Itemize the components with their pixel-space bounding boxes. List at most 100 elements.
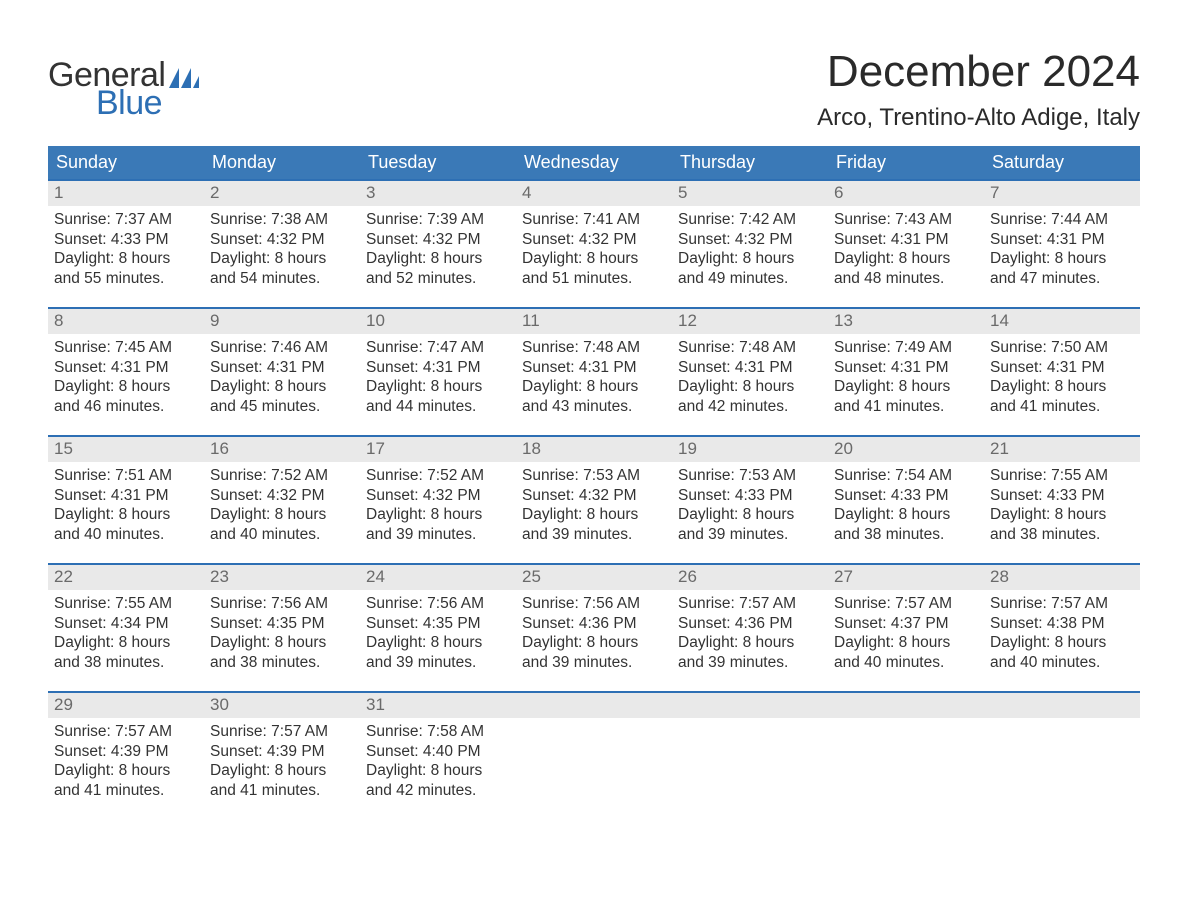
daylight-line1: Daylight: 8 hours bbox=[990, 377, 1134, 397]
calendar-day-cell: 12Sunrise: 7:48 AMSunset: 4:31 PMDayligh… bbox=[672, 308, 828, 436]
day-number: 15 bbox=[48, 437, 204, 461]
sunrise-text: Sunrise: 7:54 AM bbox=[834, 466, 978, 486]
day-details: Sunrise: 7:44 AMSunset: 4:31 PMDaylight:… bbox=[984, 206, 1140, 293]
sunrise-text: Sunrise: 7:56 AM bbox=[366, 594, 510, 614]
sunset-text: Sunset: 4:33 PM bbox=[54, 230, 198, 250]
daylight-line1: Daylight: 8 hours bbox=[990, 505, 1134, 525]
daylight-line1: Daylight: 8 hours bbox=[366, 377, 510, 397]
day-number: 31 bbox=[360, 693, 516, 717]
calendar-day-cell: 22Sunrise: 7:55 AMSunset: 4:34 PMDayligh… bbox=[48, 564, 204, 692]
daylight-line2: and 43 minutes. bbox=[522, 397, 666, 417]
daylight-line2: and 39 minutes. bbox=[522, 525, 666, 545]
sunset-text: Sunset: 4:32 PM bbox=[366, 230, 510, 250]
day-details: Sunrise: 7:38 AMSunset: 4:32 PMDaylight:… bbox=[204, 206, 360, 293]
day-number: 14 bbox=[984, 309, 1140, 333]
sunset-text: Sunset: 4:31 PM bbox=[678, 358, 822, 378]
daylight-line2: and 42 minutes. bbox=[678, 397, 822, 417]
calendar-day-cell: 24Sunrise: 7:56 AMSunset: 4:35 PMDayligh… bbox=[360, 564, 516, 692]
sunset-text: Sunset: 4:40 PM bbox=[366, 742, 510, 762]
calendar-day-cell: 26Sunrise: 7:57 AMSunset: 4:36 PMDayligh… bbox=[672, 564, 828, 692]
sunset-text: Sunset: 4:35 PM bbox=[210, 614, 354, 634]
day-number: 17 bbox=[360, 437, 516, 461]
calendar-day-cell: 13Sunrise: 7:49 AMSunset: 4:31 PMDayligh… bbox=[828, 308, 984, 436]
sunrise-text: Sunrise: 7:57 AM bbox=[990, 594, 1134, 614]
day-details: Sunrise: 7:42 AMSunset: 4:32 PMDaylight:… bbox=[672, 206, 828, 293]
sunrise-text: Sunrise: 7:55 AM bbox=[990, 466, 1134, 486]
sunrise-text: Sunrise: 7:58 AM bbox=[366, 722, 510, 742]
daylight-line2: and 49 minutes. bbox=[678, 269, 822, 289]
brand-word-blue: Blue bbox=[96, 86, 162, 120]
day-details: Sunrise: 7:52 AMSunset: 4:32 PMDaylight:… bbox=[204, 462, 360, 549]
calendar-day-cell bbox=[984, 692, 1140, 820]
calendar-table: Sunday Monday Tuesday Wednesday Thursday… bbox=[48, 146, 1140, 820]
daylight-line2: and 40 minutes. bbox=[990, 653, 1134, 673]
calendar-day-cell: 15Sunrise: 7:51 AMSunset: 4:31 PMDayligh… bbox=[48, 436, 204, 564]
sunset-text: Sunset: 4:32 PM bbox=[210, 486, 354, 506]
sunset-text: Sunset: 4:36 PM bbox=[678, 614, 822, 634]
day-details: Sunrise: 7:41 AMSunset: 4:32 PMDaylight:… bbox=[516, 206, 672, 293]
flag-icon bbox=[169, 68, 199, 88]
daylight-line2: and 38 minutes. bbox=[210, 653, 354, 673]
day-details: Sunrise: 7:57 AMSunset: 4:37 PMDaylight:… bbox=[828, 590, 984, 677]
calendar-body: 1Sunrise: 7:37 AMSunset: 4:33 PMDaylight… bbox=[48, 180, 1140, 820]
day-number: 20 bbox=[828, 437, 984, 461]
calendar-day-cell bbox=[516, 692, 672, 820]
daylight-line2: and 46 minutes. bbox=[54, 397, 198, 417]
day-details: Sunrise: 7:55 AMSunset: 4:33 PMDaylight:… bbox=[984, 462, 1140, 549]
sunset-text: Sunset: 4:31 PM bbox=[54, 358, 198, 378]
calendar-day-cell: 2Sunrise: 7:38 AMSunset: 4:32 PMDaylight… bbox=[204, 180, 360, 308]
calendar-day-cell: 11Sunrise: 7:48 AMSunset: 4:31 PMDayligh… bbox=[516, 308, 672, 436]
sunrise-text: Sunrise: 7:45 AM bbox=[54, 338, 198, 358]
daylight-line1: Daylight: 8 hours bbox=[522, 377, 666, 397]
daylight-line2: and 55 minutes. bbox=[54, 269, 198, 289]
calendar-day-cell: 30Sunrise: 7:57 AMSunset: 4:39 PMDayligh… bbox=[204, 692, 360, 820]
sunrise-text: Sunrise: 7:39 AM bbox=[366, 210, 510, 230]
day-details: Sunrise: 7:56 AMSunset: 4:36 PMDaylight:… bbox=[516, 590, 672, 677]
daylight-line1: Daylight: 8 hours bbox=[678, 633, 822, 653]
sunrise-text: Sunrise: 7:50 AM bbox=[990, 338, 1134, 358]
daylight-line1: Daylight: 8 hours bbox=[54, 377, 198, 397]
day-number: 4 bbox=[516, 181, 672, 205]
sunset-text: Sunset: 4:33 PM bbox=[678, 486, 822, 506]
sunset-text: Sunset: 4:34 PM bbox=[54, 614, 198, 634]
day-details: Sunrise: 7:39 AMSunset: 4:32 PMDaylight:… bbox=[360, 206, 516, 293]
sunrise-text: Sunrise: 7:57 AM bbox=[210, 722, 354, 742]
daylight-line1: Daylight: 8 hours bbox=[522, 633, 666, 653]
daylight-line2: and 41 minutes. bbox=[834, 397, 978, 417]
sunset-text: Sunset: 4:31 PM bbox=[210, 358, 354, 378]
calendar-day-cell bbox=[672, 692, 828, 820]
daylight-line2: and 44 minutes. bbox=[366, 397, 510, 417]
daylight-line2: and 40 minutes. bbox=[210, 525, 354, 545]
daylight-line2: and 38 minutes. bbox=[834, 525, 978, 545]
sunrise-text: Sunrise: 7:53 AM bbox=[522, 466, 666, 486]
calendar-day-cell: 1Sunrise: 7:37 AMSunset: 4:33 PMDaylight… bbox=[48, 180, 204, 308]
day-details: Sunrise: 7:57 AMSunset: 4:39 PMDaylight:… bbox=[204, 718, 360, 805]
sunrise-text: Sunrise: 7:44 AM bbox=[990, 210, 1134, 230]
daylight-line2: and 39 minutes. bbox=[678, 525, 822, 545]
day-number: 2 bbox=[204, 181, 360, 205]
sunrise-text: Sunrise: 7:52 AM bbox=[210, 466, 354, 486]
calendar-day-cell: 10Sunrise: 7:47 AMSunset: 4:31 PMDayligh… bbox=[360, 308, 516, 436]
col-thursday: Thursday bbox=[672, 146, 828, 180]
calendar-day-cell: 25Sunrise: 7:56 AMSunset: 4:36 PMDayligh… bbox=[516, 564, 672, 692]
daylight-line1: Daylight: 8 hours bbox=[834, 249, 978, 269]
day-number: 22 bbox=[48, 565, 204, 589]
daylight-line2: and 52 minutes. bbox=[366, 269, 510, 289]
calendar-day-cell: 17Sunrise: 7:52 AMSunset: 4:32 PMDayligh… bbox=[360, 436, 516, 564]
calendar-week-row: 29Sunrise: 7:57 AMSunset: 4:39 PMDayligh… bbox=[48, 692, 1140, 820]
day-details: Sunrise: 7:57 AMSunset: 4:39 PMDaylight:… bbox=[48, 718, 204, 805]
calendar-day-cell: 19Sunrise: 7:53 AMSunset: 4:33 PMDayligh… bbox=[672, 436, 828, 564]
calendar-day-cell: 16Sunrise: 7:52 AMSunset: 4:32 PMDayligh… bbox=[204, 436, 360, 564]
day-details: Sunrise: 7:47 AMSunset: 4:31 PMDaylight:… bbox=[360, 334, 516, 421]
day-number: 24 bbox=[360, 565, 516, 589]
sunrise-text: Sunrise: 7:46 AM bbox=[210, 338, 354, 358]
sunset-text: Sunset: 4:33 PM bbox=[834, 486, 978, 506]
day-number: 9 bbox=[204, 309, 360, 333]
col-monday: Monday bbox=[204, 146, 360, 180]
sunrise-text: Sunrise: 7:53 AM bbox=[678, 466, 822, 486]
daylight-line1: Daylight: 8 hours bbox=[366, 505, 510, 525]
calendar-day-cell: 21Sunrise: 7:55 AMSunset: 4:33 PMDayligh… bbox=[984, 436, 1140, 564]
calendar-week-row: 22Sunrise: 7:55 AMSunset: 4:34 PMDayligh… bbox=[48, 564, 1140, 692]
sunrise-text: Sunrise: 7:48 AM bbox=[522, 338, 666, 358]
day-number: 13 bbox=[828, 309, 984, 333]
